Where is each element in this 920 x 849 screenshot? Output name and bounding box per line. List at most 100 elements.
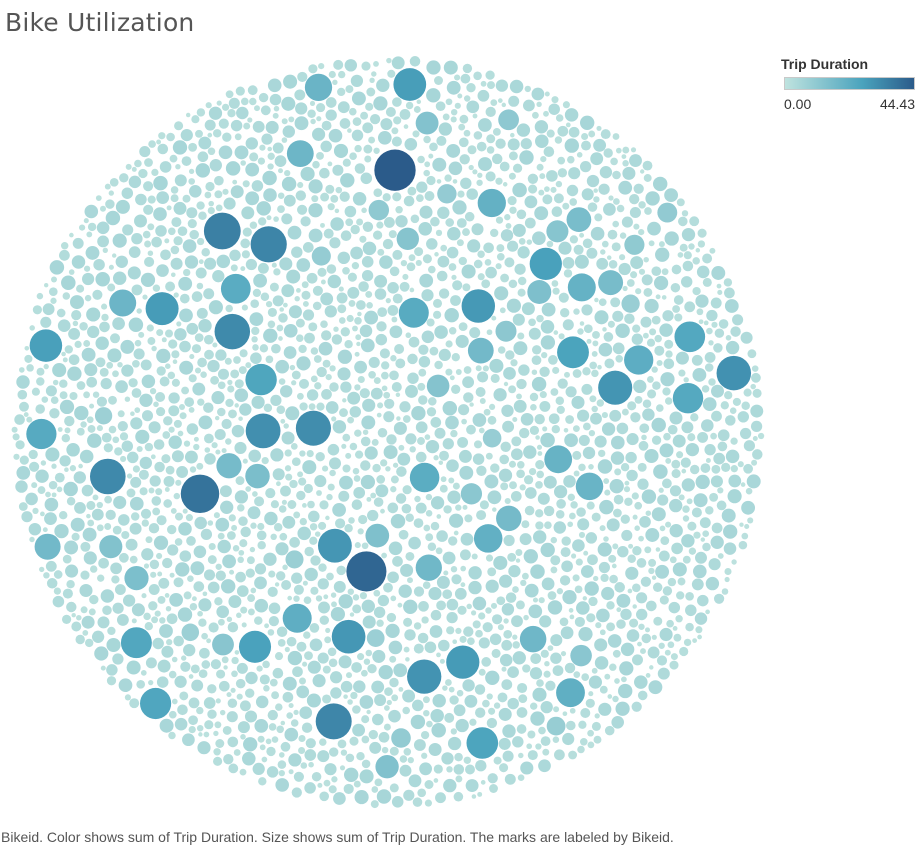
bike-bubble[interactable] <box>426 175 436 186</box>
bike-bubble[interactable] <box>171 656 178 663</box>
bike-bubble[interactable] <box>143 181 154 192</box>
bike-bubble[interactable] <box>577 745 585 754</box>
bike-bubble[interactable] <box>295 190 307 201</box>
bike-bubble[interactable] <box>436 600 447 611</box>
bike-bubble[interactable] <box>114 447 123 456</box>
bike-bubble[interactable] <box>271 736 279 743</box>
bike-bubble[interactable] <box>591 405 598 413</box>
bike-bubble[interactable] <box>179 691 189 701</box>
bike-bubble[interactable] <box>311 771 322 782</box>
bike-bubble[interactable] <box>615 323 630 339</box>
bike-bubble[interactable] <box>110 562 122 575</box>
bike-bubble[interactable] <box>433 764 443 774</box>
bike-bubble[interactable] <box>492 127 501 136</box>
bike-bubble[interactable] <box>217 407 226 417</box>
bike-bubble[interactable] <box>197 151 209 163</box>
bike-bubble[interactable] <box>723 524 738 539</box>
bike-bubble[interactable] <box>298 477 307 486</box>
bike-bubble[interactable] <box>268 723 277 731</box>
bike-bubble[interactable] <box>354 351 360 357</box>
bike-bubble[interactable] <box>522 572 529 580</box>
bike-bubble[interactable] <box>708 558 721 571</box>
bike-bubble[interactable] <box>342 433 351 442</box>
bike-bubble[interactable] <box>247 117 253 123</box>
bike-bubble[interactable] <box>325 184 335 194</box>
bike-bubble[interactable] <box>526 239 533 245</box>
bike-bubble[interactable] <box>288 116 295 123</box>
bike-bubble[interactable] <box>339 765 346 771</box>
bike-bubble[interactable] <box>590 412 602 425</box>
bike-bubble[interactable] <box>664 231 679 246</box>
bike-bubble[interactable] <box>467 145 477 155</box>
bike-bubble[interactable] <box>188 725 196 734</box>
bike-bubble[interactable] <box>727 489 742 504</box>
bike-bubble[interactable] <box>565 415 574 424</box>
bike-bubble[interactable] <box>700 463 711 473</box>
bike-bubble[interactable] <box>586 501 595 510</box>
bike-bubble[interactable] <box>702 530 710 538</box>
bike-bubble[interactable] <box>327 203 335 211</box>
bike-bubble[interactable] <box>121 187 134 199</box>
bike-bubble[interactable] <box>672 305 680 313</box>
bike-bubble[interactable] <box>156 348 171 364</box>
bike-bubble[interactable] <box>377 248 385 256</box>
bike-bubble[interactable] <box>154 610 161 617</box>
bike-bubble[interactable] <box>610 451 625 465</box>
bike-bubble[interactable] <box>607 320 615 328</box>
bike-bubble[interactable] <box>280 385 293 398</box>
bike-bubble[interactable] <box>419 762 432 776</box>
bike-bubble[interactable] <box>207 147 216 156</box>
bike-bubble[interactable] <box>476 179 483 186</box>
bike-bubble[interactable] <box>223 197 236 210</box>
bike-bubble[interactable] <box>434 360 443 370</box>
bike-bubble[interactable] <box>362 429 369 435</box>
bike-bubble[interactable] <box>14 414 25 425</box>
bike-bubble[interactable] <box>486 146 495 154</box>
bike-bubble[interactable] <box>84 638 94 648</box>
bike-bubble[interactable] <box>455 369 462 375</box>
bike-bubble[interactable] <box>642 160 653 171</box>
bike-bubble[interactable] <box>368 370 376 379</box>
bike-bubble[interactable] <box>190 664 200 674</box>
bike-bubble[interactable] <box>477 250 485 258</box>
bike-bubble[interactable] <box>634 501 643 510</box>
bike-bubble[interactable] <box>352 594 360 601</box>
bike-bubble[interactable] <box>387 502 399 514</box>
bike-bubble[interactable] <box>362 615 376 629</box>
bike-bubble[interactable] <box>472 169 478 175</box>
bike-bubble[interactable] <box>207 132 213 138</box>
bike-bubble[interactable] <box>285 550 304 569</box>
bike-bubble[interactable] <box>660 372 675 387</box>
bike-bubble[interactable] <box>57 427 63 432</box>
bike-bubble[interactable] <box>376 321 387 332</box>
bike-bubble[interactable] <box>45 491 51 498</box>
bike-bubble[interactable] <box>484 474 499 489</box>
bike-bubble[interactable] <box>130 417 143 430</box>
bike-bubble[interactable] <box>434 325 448 339</box>
bike-bubble[interactable] <box>404 629 416 641</box>
bike-bubble[interactable] <box>401 503 412 514</box>
bike-bubble[interactable] <box>541 577 555 591</box>
bike-bubble[interactable] <box>299 517 307 526</box>
bike-bubble[interactable] <box>351 662 362 673</box>
bike-bubble[interactable] <box>757 432 765 440</box>
bike-bubble[interactable] <box>517 288 526 297</box>
bike-bubble[interactable] <box>560 626 574 640</box>
bike-bubble[interactable] <box>515 600 525 610</box>
bike-bubble[interactable] <box>59 249 70 261</box>
bike-bubble[interactable] <box>598 449 606 458</box>
bike-bubble[interactable] <box>226 616 233 622</box>
bike-bubble[interactable] <box>168 670 177 679</box>
bike-bubble[interactable] <box>448 536 458 546</box>
bike-bubble[interactable] <box>250 299 260 309</box>
bike-bubble[interactable] <box>228 409 237 419</box>
bike-bubble[interactable] <box>53 587 62 595</box>
bike-bubble[interactable] <box>328 785 337 794</box>
bike-bubble[interactable] <box>42 303 55 316</box>
bike-bubble[interactable] <box>126 473 133 479</box>
bike-bubble[interactable] <box>660 536 670 545</box>
bike-bubble[interactable] <box>594 297 599 303</box>
bike-bubble[interactable] <box>215 204 223 212</box>
bike-bubble[interactable] <box>377 130 392 145</box>
bike-bubble[interactable] <box>276 405 286 414</box>
